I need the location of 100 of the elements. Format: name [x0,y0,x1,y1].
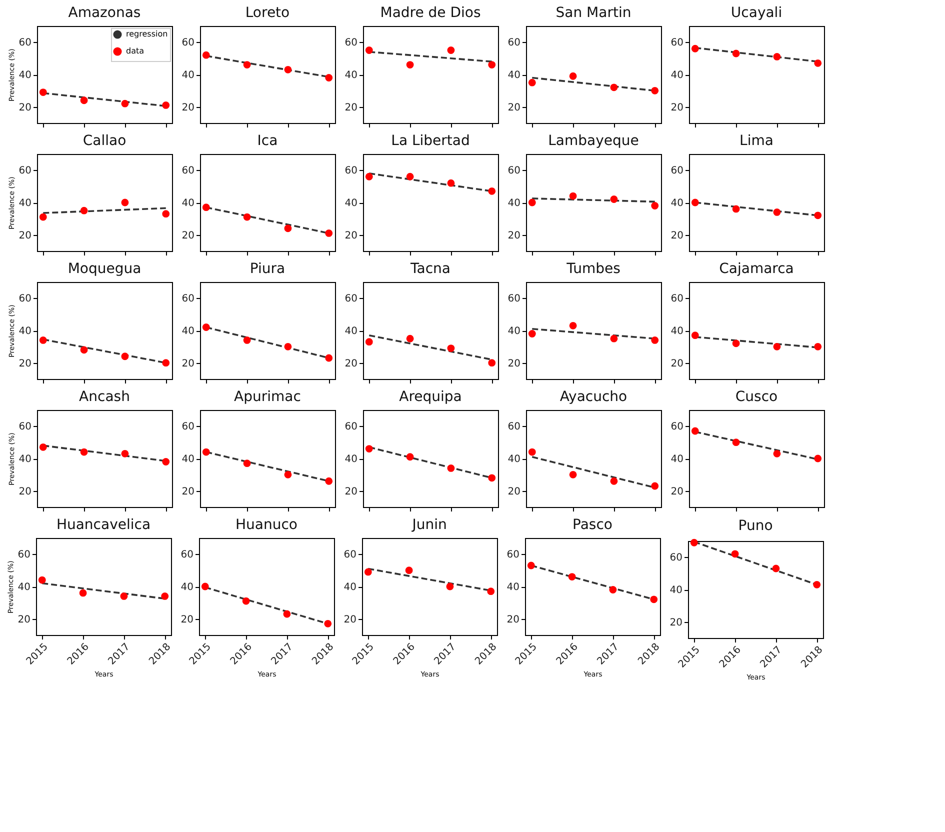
point [202,324,210,331]
y-tick-label: 60 [18,422,32,433]
chart-title: Piura [250,261,286,277]
y-tick-label: 40 [182,198,194,209]
chart-title: Cusco [735,389,778,405]
y-tick-label: 40 [18,582,30,593]
point [121,450,129,458]
chart-title: Tumbes [566,261,620,277]
y-tick-label: 40 [344,198,358,209]
point [80,346,88,354]
point [284,470,292,478]
point [814,454,822,462]
point [242,597,250,605]
y-tick-label: 60 [182,422,194,433]
point [528,330,536,338]
y-tick-label: 60 [182,166,194,177]
point [650,596,658,604]
chart-title: Puno [738,518,773,534]
point [161,592,169,600]
point [447,179,455,187]
point [325,230,333,237]
y-tick-label: 40 [18,198,32,209]
point [488,474,496,482]
y-tick-label: 20 [182,102,194,114]
y-tick-label: 20 [18,486,32,498]
point [488,359,496,367]
point [284,66,292,74]
point [283,610,291,618]
point [487,588,495,596]
point [121,198,129,206]
y-tick-label: 40 [344,326,358,337]
point [651,202,659,210]
y-tick-label: 20 [18,230,32,242]
y-tick-label: 20 [508,230,520,242]
point [731,550,739,558]
point [569,72,577,80]
y-tick-label: 20 [508,358,520,370]
chart-title: Loreto [245,5,290,21]
point [202,204,210,212]
point [39,443,47,451]
y-tick-label: 20 [670,102,684,114]
point [325,74,333,82]
point [528,448,536,456]
point [202,51,210,59]
point [243,460,251,468]
y-tick-label: 60 [18,550,30,561]
y-tick-label: 40 [344,454,358,465]
chart-title: Ucayali [730,5,782,21]
point [325,354,333,362]
point [651,482,659,490]
point [38,576,46,584]
point [243,336,251,344]
chart-title: Ancash [79,389,130,405]
y-tick-label: 20 [508,102,520,114]
y-tick-label: 20 [508,486,520,498]
chart-title: Junin [411,517,447,533]
point [690,538,698,546]
point [609,586,617,594]
y-tick-label: 60 [670,552,682,564]
point [365,172,373,180]
y-tick-label: 60 [670,294,684,305]
point [814,59,822,67]
point [447,464,455,472]
point [488,187,496,195]
point [120,592,128,600]
point [202,448,210,456]
y-tick-label: 20 [18,102,32,114]
point [80,206,88,214]
point [527,562,535,570]
point [610,84,618,92]
y-tick-label: 60 [344,422,358,433]
point [773,53,781,60]
point [691,44,699,52]
legend-label: data [126,46,144,56]
y-tick-label: 60 [180,550,194,561]
y-tick-label: 40 [182,326,194,337]
y-tick-label: 60 [670,38,684,49]
point [406,453,414,461]
point [732,340,740,348]
point [568,573,576,580]
point [446,582,454,590]
y-tick-label: 20 [182,230,194,242]
point [284,224,292,232]
y-tick-label: 20 [506,614,520,626]
point [528,78,536,86]
chart-title: San Martin [556,5,632,21]
y-tick-label: 20 [670,358,684,370]
y-tick-label: 60 [508,294,520,305]
y-tick-label: 40 [508,70,520,81]
point [813,580,821,588]
y-tick-label: 40 [670,326,684,337]
point [162,102,170,109]
y-tick-label: 20 [344,230,358,242]
point [732,438,740,446]
point [651,86,659,94]
point [162,210,170,218]
point [773,450,781,458]
y-tick-label: 40 [344,70,358,81]
point [39,88,47,96]
chart-title: Moquegua [68,261,142,277]
